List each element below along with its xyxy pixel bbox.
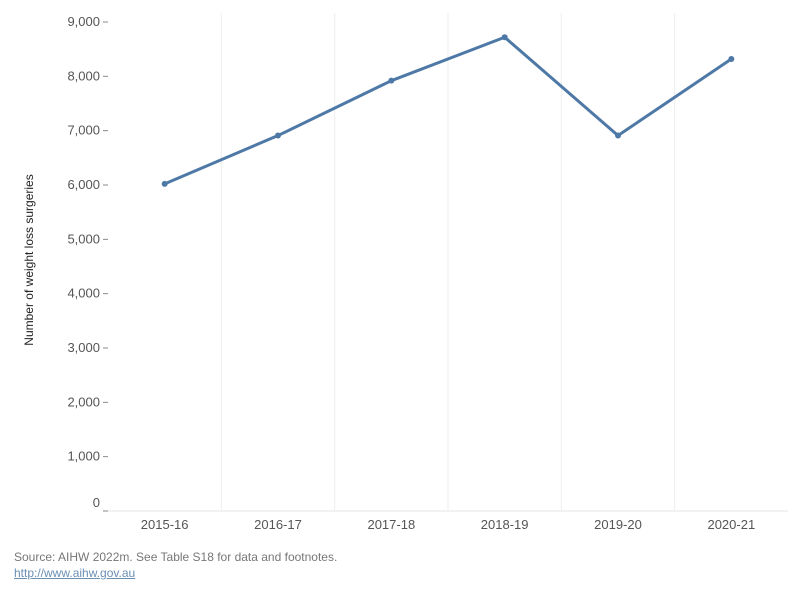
x-tick-label: 2017-18: [367, 517, 415, 532]
data-point[interactable]: [501, 34, 508, 41]
series-line: [163, 35, 733, 186]
x-tick-label: 2018-19: [481, 517, 529, 532]
y-tick-label: 2,000: [67, 394, 100, 409]
y-tick-label: 9,000: [67, 14, 100, 29]
source-note: Source: AIHW 2022m. See Table S18 for da…: [14, 549, 337, 581]
y-axis-title: Number of weight loss surgeries: [22, 174, 36, 345]
data-point[interactable]: [728, 55, 735, 62]
y-tick-label: 7,000: [67, 123, 100, 138]
x-tick-label: 2015-16: [141, 517, 189, 532]
source-link[interactable]: http://www.aihw.gov.au: [14, 566, 136, 580]
y-tick-label: 5,000: [67, 231, 100, 246]
y-tick-label: 4,000: [67, 286, 100, 301]
y-axis: 0 1,000 2,000 3,000 4,000 5,000 6,000 7,000 8,00…: [67, 14, 108, 512]
data-point[interactable]: [275, 132, 281, 139]
line-chart: 0 1,000 2,000 3,000 4,000 5,000 6,000 7,000 8,00…: [22, 13, 788, 532]
y-tick-label: 3,000: [67, 340, 100, 355]
data-point[interactable]: [615, 132, 621, 139]
x-tick-label: 2016-17: [254, 517, 302, 532]
series-layer: [161, 34, 735, 187]
x-tick-label: 2020-21: [707, 517, 755, 532]
gridlines: [108, 13, 788, 512]
x-tick-label: 2019-20: [594, 517, 642, 532]
y-tick-label: 1,000: [67, 449, 100, 464]
data-point[interactable]: [161, 180, 168, 187]
y-tick-label: 0: [93, 495, 100, 510]
source-text: Source: AIHW 2022m. See Table S18 for da…: [14, 550, 338, 564]
x-axis: 2015-16 2016-17 2017-18 2018-19 2019-20 2020-…: [141, 517, 755, 532]
data-point[interactable]: [388, 77, 395, 84]
y-tick-label: 6,000: [67, 177, 100, 192]
y-tick-label: 8,000: [67, 68, 100, 83]
